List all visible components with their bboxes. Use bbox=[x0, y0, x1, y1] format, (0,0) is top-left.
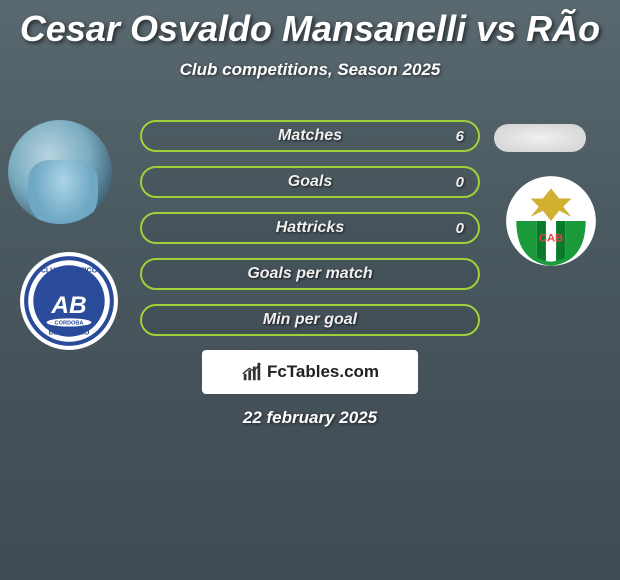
player-avatar-right bbox=[494, 124, 586, 152]
stat-row-goals: Goals 0 bbox=[140, 166, 480, 198]
stat-row-min-per-goal: Min per goal bbox=[140, 304, 480, 336]
club-badge-left: CLUB ATLETICO BELGRANO AB CORDOBA bbox=[18, 250, 120, 352]
footer-text: FcTables.com bbox=[267, 362, 379, 382]
svg-text:BELGRANO: BELGRANO bbox=[49, 329, 90, 337]
stat-label: Min per goal bbox=[263, 311, 357, 329]
svg-text:CAB: CAB bbox=[539, 232, 563, 244]
chart-icon bbox=[241, 361, 263, 383]
stat-value: 0 bbox=[456, 174, 464, 191]
svg-text:CLUB ATLETICO: CLUB ATLETICO bbox=[41, 266, 98, 274]
svg-text:AB: AB bbox=[50, 292, 86, 319]
footer-attribution[interactable]: FcTables.com bbox=[202, 350, 418, 394]
stat-label: Hattricks bbox=[276, 219, 344, 237]
stat-value: 6 bbox=[456, 128, 464, 145]
subtitle: Club competitions, Season 2025 bbox=[0, 60, 620, 80]
stats-container: Matches 6 Goals 0 Hattricks 0 Goals per … bbox=[140, 120, 480, 336]
stat-label: Goals bbox=[288, 173, 332, 191]
stat-row-hattricks: Hattricks 0 bbox=[140, 212, 480, 244]
player-avatar-left bbox=[8, 120, 112, 224]
stat-label: Goals per match bbox=[247, 265, 372, 283]
stat-value: 0 bbox=[456, 220, 464, 237]
stat-row-goals-per-match: Goals per match bbox=[140, 258, 480, 290]
stat-label: Matches bbox=[278, 127, 342, 145]
page-title: Cesar Osvaldo Mansanelli vs RÃo bbox=[0, 0, 620, 50]
svg-text:CORDOBA: CORDOBA bbox=[55, 320, 84, 326]
stat-row-matches: Matches 6 bbox=[140, 120, 480, 152]
content-area: CLUB ATLETICO BELGRANO AB CORDOBA CAB Ma… bbox=[0, 120, 620, 428]
date-label: 22 february 2025 bbox=[0, 408, 620, 428]
club-badge-right: CAB bbox=[500, 170, 602, 272]
